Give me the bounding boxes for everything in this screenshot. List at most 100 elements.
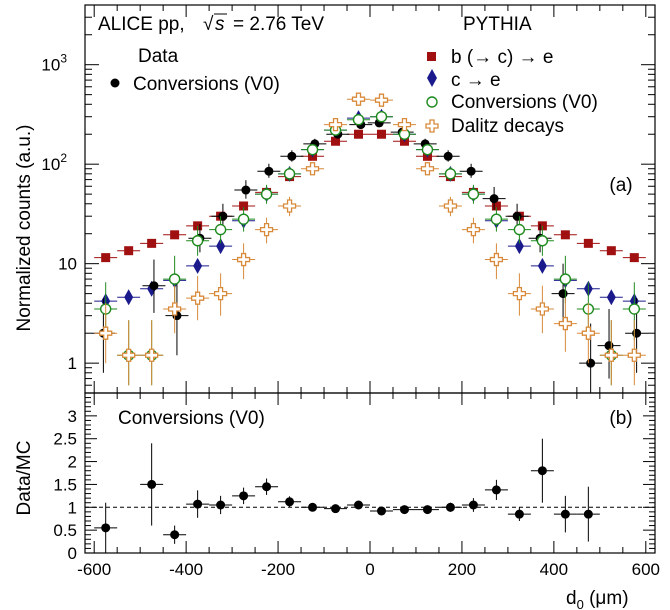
marker-open-cross [167, 302, 182, 316]
marker-open-cross [489, 252, 504, 267]
panel-label-a: (a) [609, 175, 632, 196]
y-axis-title-bottom: Data/MC [14, 441, 35, 516]
y-tick-exponent: 3 [60, 52, 67, 66]
legend-open-circle-marker [426, 96, 438, 108]
marker-diamond [514, 238, 524, 255]
legend-mc-title: PYTHIA [463, 14, 532, 35]
energy-label: = 2.76 TeV [233, 14, 324, 35]
marker-open-circle [237, 213, 250, 225]
marker-square [376, 129, 386, 139]
marker-open-circle [352, 113, 365, 126]
bottom-panel-title: Conversions (V0) [118, 408, 265, 429]
marker-open-cross [443, 199, 458, 213]
marker-diamond [124, 289, 134, 306]
legend-dalitz-label: Dalitz decays [451, 116, 564, 137]
marker-open-cross [236, 252, 251, 267]
marker-square [606, 246, 616, 256]
marker-open-circle [283, 168, 296, 180]
marker-filled-circle [537, 466, 547, 476]
marker-square [124, 246, 134, 256]
y-tick-label-top: 103 [41, 52, 67, 75]
marker-open-cross [122, 348, 136, 362]
x-axis-title: d0 (μm) [566, 588, 629, 610]
marker-open-cross [604, 348, 618, 362]
x-tick-label: 400 [540, 560, 568, 579]
marker-open-cross [282, 199, 297, 213]
marker-open-cross [145, 348, 159, 362]
marker-open-cross [397, 117, 412, 132]
x-tick-label: 600 [632, 560, 660, 579]
marker-filled-circle [376, 506, 386, 516]
y-tick-exponent: 2 [60, 151, 67, 165]
legend-cross-marker [425, 119, 439, 133]
legend-data-label: Conversions (V0) [133, 74, 280, 95]
marker-square [331, 136, 341, 146]
y-tick-label-bottom: 2.5 [53, 430, 77, 449]
marker-open-cross [535, 302, 550, 316]
marker-diamond [193, 257, 203, 274]
marker-filled-circle [422, 505, 432, 515]
panel-label-b: (b) [609, 408, 632, 429]
marker-open-circle [260, 188, 273, 200]
marker-filled-circle [489, 194, 499, 204]
legend-ce-label: c → e [451, 70, 501, 91]
marker-filled-circle [560, 509, 570, 519]
marker-open-cross [420, 162, 435, 176]
marker-open-cross [351, 92, 366, 106]
x-tick-label: -400 [169, 560, 203, 579]
marker-filled-circle [170, 530, 180, 540]
x-tick-label: 0 [365, 560, 374, 579]
marker-open-circle [375, 111, 388, 123]
marker-filled-circle [445, 502, 455, 512]
marker-open-circle [421, 143, 434, 156]
marker-square [560, 230, 570, 240]
marker-open-cross [305, 162, 320, 176]
marker-filled-circle [218, 211, 228, 221]
marker-open-circle [168, 273, 181, 285]
y-tick-label-bottom: 3 [68, 407, 77, 426]
marker-square [354, 129, 364, 139]
marker-filled-circle [514, 509, 524, 519]
y-tick-label-top: 10 [58, 255, 77, 274]
marker-filled-circle [287, 151, 297, 161]
marker-square [239, 201, 249, 211]
marker-filled-circle [586, 358, 596, 368]
bottom-panel-marks [85, 438, 655, 553]
y-axis-title-top: Normalized counts (a.u.) [14, 125, 35, 332]
marker-open-cross [259, 222, 274, 237]
marker-diamond [216, 238, 226, 255]
y-tick-label-top: 102 [41, 151, 67, 174]
sqrt-symbol: √ [203, 14, 214, 35]
marker-open-circle [628, 303, 641, 315]
marker-open-cross [374, 93, 389, 107]
y-tick-label-bottom: 2 [68, 453, 77, 472]
marker-open-circle [191, 235, 204, 247]
y-tick-label-top: 1 [68, 354, 77, 373]
marker-square [101, 253, 111, 263]
y-tick-label-bottom: 1.5 [53, 475, 77, 494]
marker-filled-circle [512, 211, 522, 221]
marker-open-cross [213, 286, 228, 301]
sqrt-argument: s [215, 14, 225, 35]
marker-open-circle [306, 143, 319, 156]
marker-open-cross [99, 326, 113, 340]
marker-filled-circle [193, 499, 203, 509]
marker-open-circle [513, 223, 526, 236]
marker-filled-circle [241, 185, 251, 195]
marker-filled-circle [583, 509, 593, 519]
marker-filled-circle [491, 485, 501, 495]
marker-filled-circle [239, 491, 249, 501]
marker-filled-circle [632, 328, 642, 338]
marker-filled-circle [443, 151, 453, 161]
marker-square [629, 253, 639, 263]
marker-open-cross [627, 348, 641, 362]
marker-square [491, 201, 501, 211]
legend-data-marker [110, 78, 120, 88]
marker-open-cross [581, 326, 595, 340]
x-tick-label: -200 [261, 560, 295, 579]
marker-open-circle [214, 223, 227, 236]
top-panel-marks [91, 92, 649, 394]
marker-open-circle [559, 273, 572, 285]
marker-open-cross [466, 222, 481, 237]
